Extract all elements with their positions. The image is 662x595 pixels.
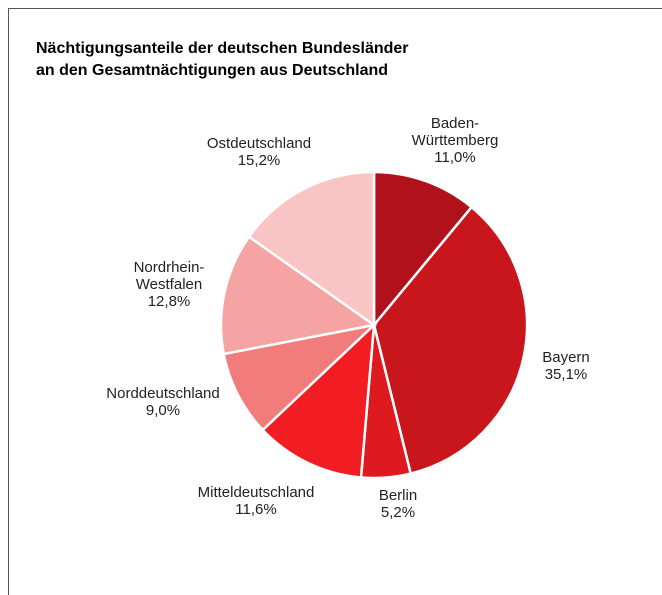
pie-slice (247, 170, 376, 328)
slice-label: Berlin (379, 487, 417, 504)
value-label: 15,2% (238, 152, 281, 169)
value-label: 35,1% (545, 366, 588, 383)
label-line: Mitteldeutschland (198, 484, 315, 501)
slice-label: Ostdeutschland (207, 135, 311, 152)
chart-title: an den Gesamtnächtigungen aus Deutschlan… (36, 62, 388, 79)
pie-slice (219, 235, 378, 356)
label-line: Westfalen (136, 276, 202, 293)
slice-label: Baden-Württemberg (412, 115, 499, 149)
label-line: Berlin (379, 487, 417, 504)
value-label: 12,8% (148, 293, 191, 310)
value-label: 9,0% (146, 402, 180, 419)
value-label: 5,2% (381, 504, 415, 521)
pie-slice (372, 170, 474, 329)
pie-slice (372, 205, 529, 476)
label-line: Nordrhein- (134, 259, 205, 276)
label-line: Bayern (542, 349, 590, 366)
label-line: Ostdeutschland (207, 135, 311, 152)
pie-slice (260, 321, 376, 479)
slice-label: Bayern (542, 349, 590, 366)
label-line: Norddeutschland (106, 385, 219, 402)
slice-label: Mitteldeutschland (198, 484, 315, 501)
pie-slice (222, 322, 378, 432)
label-line: Württemberg (412, 132, 499, 149)
frame (8, 8, 662, 595)
value-label: 11,6% (235, 501, 276, 518)
slice-label: Nordrhein-Westfalen (134, 259, 205, 293)
value-label: 11,0% (434, 149, 475, 166)
chart-title: Nächtigungsanteile der deutschen Bundesl… (36, 40, 409, 57)
slice-label: Norddeutschland (106, 385, 219, 402)
label-line: Baden- (431, 115, 479, 132)
